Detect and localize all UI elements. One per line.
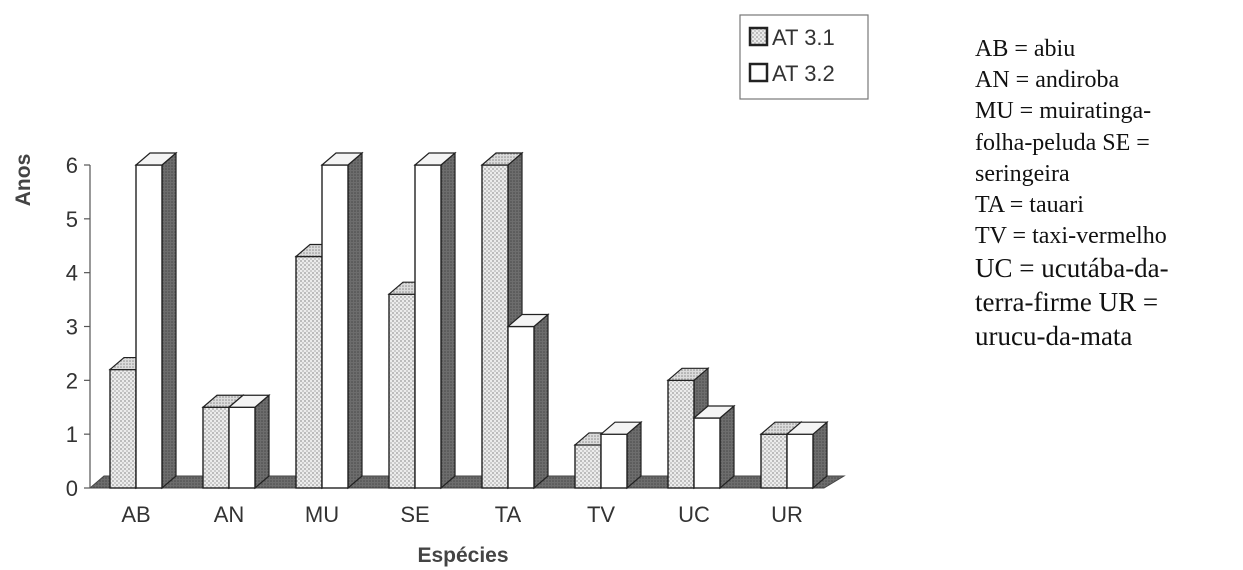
species-key-line: AB = abiu (975, 36, 1076, 62)
species-key-line: TV = taxi-vermelho (975, 223, 1167, 250)
y-tick-label: 4 (66, 261, 78, 286)
x-tick-label: TA (495, 502, 522, 527)
bar-front-face (667, 379, 695, 489)
bar-side-face (440, 151, 456, 490)
x-axis-title: Espécies (417, 544, 508, 567)
bar-side-face (347, 151, 363, 490)
species-key-line: AN = andiroba (975, 67, 1120, 94)
y-tick-label: 0 (66, 476, 78, 501)
bar-front-face (574, 444, 602, 489)
legend-swatch-at31 (748, 26, 769, 47)
legend: AT 3.1 AT 3.2 (739, 14, 869, 100)
x-axis-labels: AB AN MU SE TA TV UC UR (121, 502, 803, 527)
y-tick-label: 2 (66, 368, 78, 393)
species-key-line: folha-peluda SE = (975, 129, 1150, 156)
bar-front-face (228, 406, 256, 489)
bar-top-face (692, 405, 736, 419)
x-tick-label: MU (305, 502, 339, 527)
bar-chart: 0 1 2 3 4 5 6 AB AN MU SE TA TV UC UR Anos Espécies A… (12, 14, 869, 567)
species-key-line: urucu-da-mata (975, 320, 1133, 351)
y-axis-title: Anos (12, 154, 35, 207)
bar-front-face (295, 255, 323, 489)
x-tick-label: AB (121, 502, 150, 527)
bar-front-face (135, 164, 163, 489)
bar-front-face (414, 164, 442, 489)
x-tick-label: AN (214, 502, 245, 527)
bar-front-face (388, 293, 416, 489)
bar-se-at32 (413, 151, 457, 490)
bars-group (108, 151, 829, 490)
bar-mu-at32 (320, 151, 364, 490)
bar-side-face (533, 313, 549, 490)
bar-top-face (134, 152, 178, 166)
y-tick-label: 5 (66, 207, 78, 232)
bar-top-face (599, 421, 643, 435)
bar-front-face (202, 406, 230, 489)
bar-top-face (506, 313, 550, 328)
bar-ta-at32 (506, 313, 550, 490)
bar-uc-at32 (692, 404, 736, 490)
bar-front-face (600, 433, 628, 489)
bar-top-face (413, 152, 457, 166)
bar-front-face (760, 433, 788, 489)
bar-front-face (786, 433, 814, 489)
legend-label-at32: AT 3.2 (772, 61, 835, 86)
y-tick-label: 6 (66, 153, 78, 178)
species-key-line: MU = muiratinga- (975, 98, 1152, 125)
x-tick-label: UC (678, 502, 710, 527)
bar-top-face (785, 421, 829, 435)
bar-ur-at32 (785, 420, 829, 490)
legend-label-at31: AT 3.1 (772, 25, 835, 50)
bar-tv-at32 (599, 420, 643, 490)
species-key: AB = abiu AN = andiroba MU = muiratinga-… (975, 34, 1243, 354)
bar-ab-at32 (134, 151, 178, 490)
bar-front-face (507, 325, 535, 489)
bar-side-face (254, 393, 270, 490)
bar-side-face (719, 404, 735, 490)
species-key-line: seringeira (975, 160, 1070, 187)
x-tick-label: UR (771, 502, 803, 527)
bar-front-face (321, 164, 349, 489)
species-key-line: UC = ucutába-da- (975, 253, 1169, 284)
bar-top-face (666, 367, 710, 381)
bar-front-face (481, 164, 509, 489)
bar-side-face (161, 151, 177, 490)
x-tick-label: TV (587, 502, 615, 527)
y-tick-label: 3 (66, 315, 78, 340)
y-axis: 0 1 2 3 4 5 6 (66, 153, 91, 501)
bar-an-at32 (227, 393, 271, 490)
bar-front-face (693, 417, 721, 489)
legend-swatch-at32 (748, 62, 769, 83)
bar-top-face (320, 152, 364, 166)
x-tick-label: SE (400, 502, 429, 527)
species-key-line: TA = tauari (975, 191, 1084, 218)
bar-top-face (480, 152, 524, 166)
bar-top-face (227, 394, 271, 408)
bar-front-face (109, 368, 137, 489)
species-key-line: terra-firme UR = (975, 287, 1159, 318)
y-tick-label: 1 (66, 422, 78, 447)
